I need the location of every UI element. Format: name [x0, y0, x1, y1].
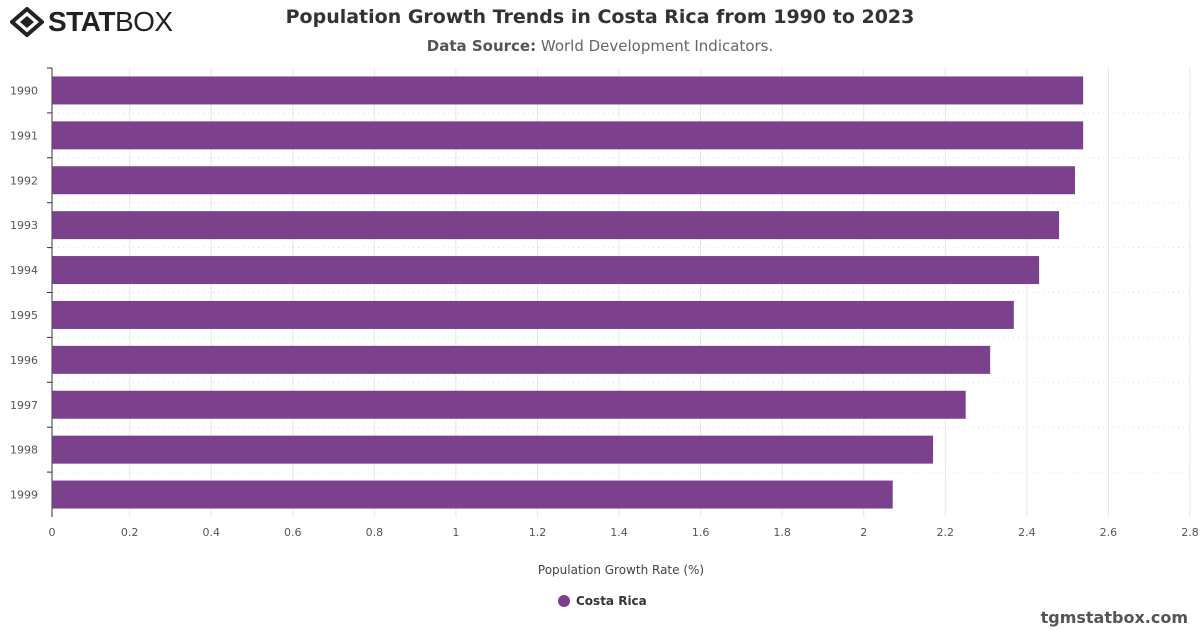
x-tick-label: 0.2 — [121, 526, 139, 539]
y-tick-label: 1997 — [10, 399, 38, 412]
x-tick-label: 0.8 — [366, 526, 384, 539]
y-tick-label: 1991 — [10, 129, 38, 142]
diamond-logo-icon — [10, 7, 44, 37]
x-tick-label: 1.8 — [773, 526, 791, 539]
x-axis-label: Population Growth Rate (%) — [537, 563, 705, 577]
x-tick-label: 2 — [860, 526, 867, 539]
y-tick-label: 1994 — [10, 264, 38, 277]
statbox-logo: STATBOX — [10, 6, 173, 38]
bar-1997 — [52, 390, 966, 419]
chart-title: Population Growth Trends in Costa Rica f… — [285, 6, 915, 28]
bar-1995 — [52, 300, 1014, 329]
y-tick-label: 1990 — [10, 84, 38, 97]
legend-item-costa-rica[interactable]: Costa Rica — [558, 594, 647, 608]
legend-label: Costa Rica — [576, 594, 647, 608]
y-tick-label: 1998 — [10, 444, 38, 457]
y-tick-label: 1995 — [10, 309, 38, 322]
legend-marker — [558, 595, 570, 607]
chart-subtitle: Data Source: World Development Indicator… — [426, 37, 774, 55]
bar-1991 — [52, 121, 1084, 150]
bar-1998 — [52, 435, 934, 464]
site-credit: tgmstatbox.com — [1040, 608, 1188, 627]
y-tick-label: 1993 — [10, 219, 38, 232]
x-tick-label: 1.6 — [692, 526, 710, 539]
bar-1990 — [52, 76, 1084, 105]
bar-1996 — [52, 345, 991, 374]
bar-1992 — [52, 166, 1075, 195]
x-tick-label: 1 — [452, 526, 459, 539]
bar-1993 — [52, 211, 1060, 240]
x-tick-label: 0.4 — [202, 526, 220, 539]
bar-1994 — [52, 256, 1040, 285]
x-tick-label: 2.2 — [937, 526, 955, 539]
x-tick-label: 1.2 — [529, 526, 547, 539]
x-tick-label: 0.6 — [284, 526, 302, 539]
x-tick-label: 2.8 — [1181, 526, 1199, 539]
y-tick-label: 1996 — [10, 354, 38, 367]
x-tick-label: 1.4 — [610, 526, 628, 539]
x-tick-label: 0 — [49, 526, 56, 539]
x-tick-label: 2.6 — [1100, 526, 1118, 539]
bar-1999 — [52, 480, 893, 509]
y-tick-label: 1999 — [10, 489, 38, 502]
x-tick-label: 2.4 — [1018, 526, 1036, 539]
y-tick-label: 1992 — [10, 174, 38, 187]
